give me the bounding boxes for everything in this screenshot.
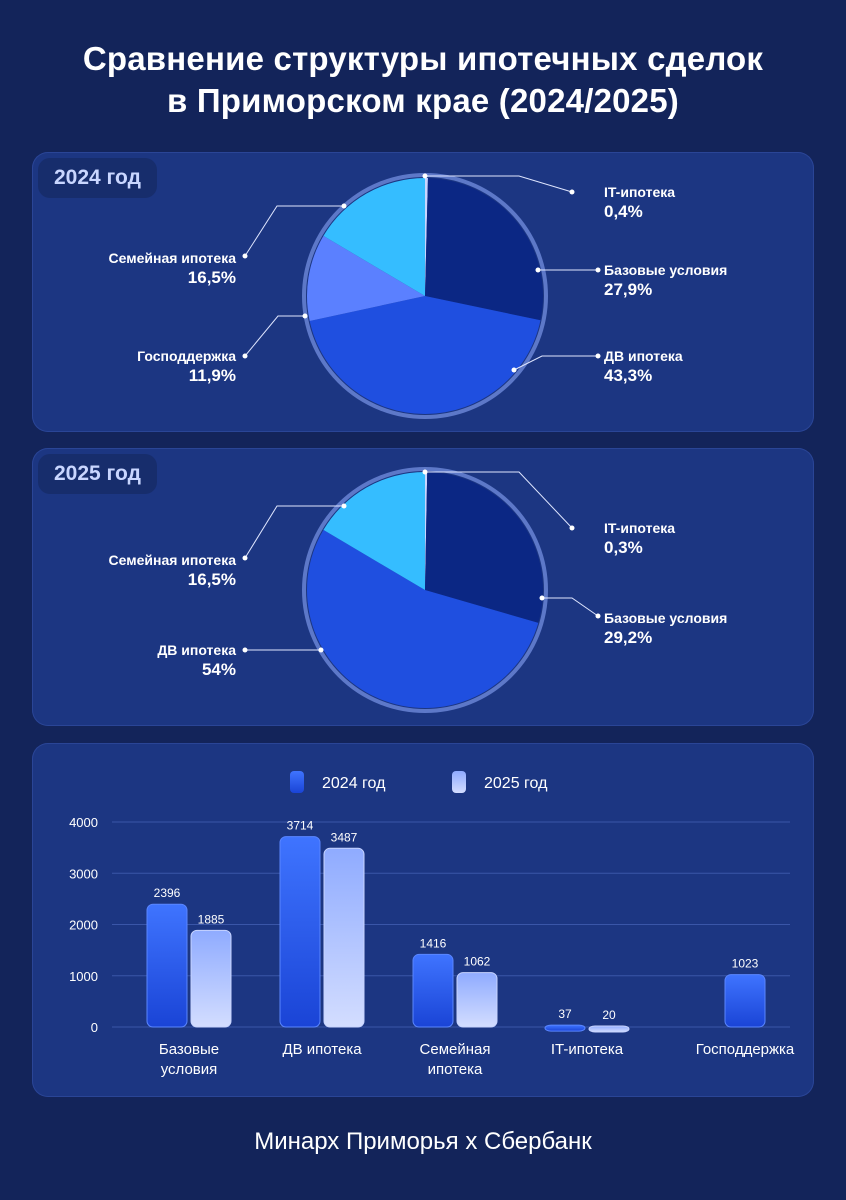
leader-dot: [341, 503, 347, 509]
bar-value-label: 1062: [464, 955, 491, 969]
y-tick-label: 4000: [69, 815, 98, 830]
bar-value-label: 20: [602, 1008, 616, 1022]
label-sem: Семейная ипотека 16,5%: [108, 250, 236, 287]
label-gos: Господдержка 11,9%: [137, 348, 236, 385]
leader-dot: [242, 555, 248, 561]
leader-line: [542, 597, 599, 617]
pie-panel-2024: 2024 год IT-ипотека 0,4% Базовые условия 2…: [32, 152, 814, 432]
leader-dot: [539, 595, 545, 601]
pie-slice-dv: [307, 529, 539, 708]
x-category-label: условия: [161, 1061, 218, 1078]
bar-2024: [146, 903, 188, 1028]
legend-swatch: [452, 771, 466, 793]
x-category-label: Господдержка: [696, 1041, 795, 1058]
leader-line: [513, 355, 598, 371]
leader-dot: [569, 525, 575, 531]
leader-line: [244, 315, 305, 357]
pie-slice-base: [425, 178, 543, 321]
leader-dot: [511, 367, 517, 373]
leader-dot: [242, 253, 248, 259]
pie-slice-it: [425, 178, 428, 296]
label-it: IT-ипотека 0,3%: [604, 520, 676, 557]
bar-value-label: 3714: [287, 819, 314, 833]
pie-slice-sem: [323, 178, 425, 296]
bar-value-label: 1885: [198, 912, 225, 926]
page-title: Сравнение структуры ипотечных сделок в П…: [82, 40, 764, 119]
bar-value-label: 1023: [732, 957, 759, 971]
bar-2024: [544, 1024, 586, 1032]
bar-2025: [588, 1025, 630, 1033]
footer-credit: Минарх Приморья х Сбербанк: [254, 1128, 592, 1155]
bar-2024: [724, 974, 766, 1028]
bar-2024: [279, 836, 321, 1028]
label-base: Базовые условия 27,9%: [604, 262, 728, 299]
leader-dot: [595, 353, 601, 359]
leader-dot: [535, 267, 541, 273]
y-tick-label: 2000: [69, 918, 98, 933]
bar-chart: 0 1000 2000 3000 4000 2024 год 2025 год 2396 188…: [69, 771, 795, 1078]
x-category-label: IT-ипотека: [551, 1041, 624, 1058]
pie-slice-sem: [323, 472, 425, 590]
bar-value-label: 37: [558, 1007, 572, 1021]
leader-dot: [422, 469, 428, 475]
pie-chart-2025: [242, 467, 601, 713]
label-dv: ДВ ипотека 43,3%: [604, 348, 683, 385]
leader-line: [244, 505, 344, 559]
pie-rim: [302, 467, 548, 713]
bar-value-label: 2396: [154, 886, 181, 900]
pie-panel-2025: 2025 год IT-ипотека 0,3% Базовые условия 2…: [32, 448, 814, 726]
year-badge: 2024 год: [38, 158, 157, 198]
leader-dot: [302, 313, 308, 319]
leader-dot: [242, 647, 248, 653]
x-category-label: ипотека: [428, 1061, 483, 1078]
leader-dot: [595, 267, 601, 273]
leader-line: [425, 471, 573, 529]
legend-swatch: [290, 771, 304, 793]
leader-dot: [422, 173, 428, 179]
leader-dot: [341, 203, 347, 209]
pie-slice-gos: [307, 235, 425, 322]
bar-2025: [456, 972, 498, 1028]
x-category-label: ДВ ипотека: [282, 1041, 362, 1058]
year-badge: 2025 год: [38, 454, 157, 494]
bar-2024: [412, 953, 454, 1028]
bar-2025: [323, 847, 365, 1028]
y-tick-label: 3000: [69, 866, 98, 881]
pie-chart-2024: [242, 173, 601, 419]
pie-slice-dv: [309, 296, 541, 414]
x-category-label: Базовые: [159, 1041, 219, 1058]
leader-dot: [318, 647, 324, 653]
leader-dot: [595, 613, 601, 619]
leader-line: [244, 205, 344, 257]
label-it: IT-ипотека 0,4%: [604, 184, 676, 221]
bar-value-label: 3487: [331, 830, 358, 844]
label-base: Базовые условия 29,2%: [604, 610, 728, 647]
x-category-label: Семейная: [420, 1041, 491, 1058]
label-sem: Семейная ипотека 16,5%: [108, 552, 236, 589]
leader-dot: [569, 189, 575, 195]
leader-line: [425, 175, 573, 193]
y-tick-label: 1000: [69, 969, 98, 984]
bar-panel: 0 1000 2000 3000 4000 2024 год 2025 год 2396 188…: [32, 743, 814, 1097]
bar-value-label: 1416: [420, 936, 447, 950]
pie-slice-it: [425, 472, 428, 590]
legend-label: 2024 год: [322, 775, 386, 792]
legend-label: 2025 год: [484, 775, 548, 792]
bar-2025: [190, 929, 232, 1028]
label-dv: ДВ ипотека 54%: [157, 642, 236, 679]
leader-dot: [242, 353, 248, 359]
pie-slice-base: [425, 472, 543, 623]
y-tick-label: 0: [91, 1020, 98, 1035]
